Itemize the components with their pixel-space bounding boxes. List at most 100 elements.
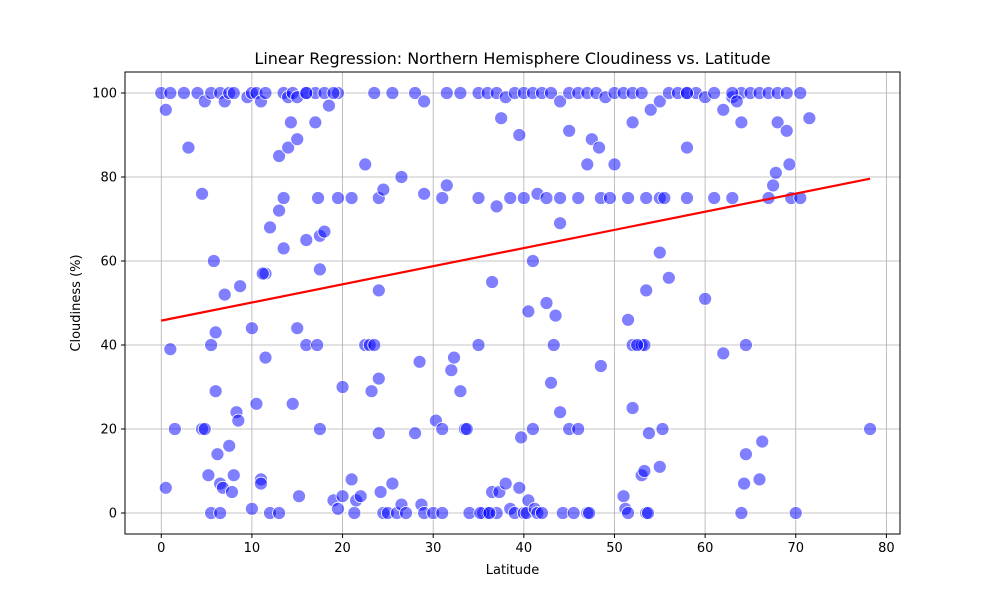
- data-point: [258, 86, 273, 100]
- data-point: [782, 157, 797, 172]
- data-point: [539, 191, 554, 205]
- data-point: [283, 115, 298, 130]
- data-point: [625, 115, 640, 130]
- data-point: [371, 371, 386, 386]
- data-point: [630, 338, 645, 352]
- data-point: [639, 283, 654, 298]
- data-point: [637, 464, 652, 478]
- plot-frame: [124, 71, 901, 535]
- data-point: [539, 296, 554, 310]
- data-point: [471, 338, 486, 352]
- data-point: [770, 115, 785, 130]
- data-point: [755, 434, 770, 449]
- data-point: [272, 506, 286, 520]
- y-tick-label: 40: [100, 339, 117, 354]
- x-tick-label: 20: [334, 541, 351, 556]
- data-point: [163, 86, 178, 100]
- data-point: [276, 241, 291, 256]
- data-point: [603, 191, 617, 205]
- data-point: [276, 191, 291, 205]
- data-point: [725, 191, 740, 205]
- data-point: [258, 350, 273, 365]
- data-point: [512, 480, 527, 495]
- data-point: [394, 170, 409, 184]
- data-point: [311, 191, 325, 205]
- data-point: [385, 86, 400, 100]
- data-point: [553, 94, 567, 109]
- data-point: [317, 224, 332, 239]
- data-point: [621, 506, 635, 520]
- data-point: [312, 262, 327, 277]
- data-point: [371, 283, 386, 298]
- data-point: [793, 86, 808, 100]
- data-point: [729, 94, 744, 109]
- data-point: [272, 203, 286, 218]
- data-point: [167, 422, 182, 436]
- data-point: [562, 123, 577, 138]
- data-point: [249, 396, 264, 411]
- data-point: [435, 191, 450, 205]
- data-point: [299, 233, 314, 247]
- data-point: [292, 489, 306, 504]
- data-point: [498, 476, 513, 491]
- data-point: [208, 325, 223, 340]
- y-tick-label: 0: [109, 507, 117, 522]
- data-point: [254, 476, 268, 491]
- data-point: [408, 426, 422, 441]
- data-point: [863, 422, 877, 436]
- data-point: [652, 94, 667, 109]
- data-point: [734, 506, 749, 520]
- data-point: [621, 191, 635, 205]
- y-tick-label: 20: [100, 423, 117, 438]
- data-point: [580, 157, 595, 172]
- data-point: [752, 472, 767, 487]
- data-point: [652, 459, 667, 474]
- x-tick-label: 30: [425, 541, 442, 556]
- data-point: [255, 266, 270, 281]
- data-point: [582, 506, 596, 520]
- data-point: [779, 123, 794, 138]
- x-axis-label: Latitude: [486, 563, 540, 578]
- data-point: [439, 178, 454, 193]
- data-point: [642, 426, 656, 441]
- data-point: [716, 346, 731, 361]
- points-layer: [154, 86, 877, 520]
- data-point: [739, 447, 753, 462]
- y-tick-label: 100: [92, 87, 117, 102]
- data-point: [707, 191, 722, 205]
- data-point: [707, 86, 722, 100]
- data-point: [459, 422, 474, 436]
- data-point: [793, 191, 808, 205]
- data-point: [621, 312, 635, 327]
- data-point: [607, 157, 622, 172]
- data-point: [494, 111, 509, 126]
- data-point: [485, 275, 500, 289]
- data-point: [245, 321, 259, 336]
- regression-line: [161, 177, 871, 322]
- data-point: [680, 140, 694, 155]
- data-point: [616, 489, 631, 504]
- y-axis-label: Cloudiness (%): [69, 254, 84, 351]
- ticks-layer: 0 10 20 30 40 50 60 70 80 0 20 40 60 80 100: [92, 87, 895, 557]
- data-point: [226, 468, 241, 483]
- data-point: [661, 270, 676, 285]
- x-tick-label: 60: [697, 541, 714, 556]
- data-point: [680, 86, 694, 100]
- data-point: [364, 384, 379, 399]
- data-point: [521, 304, 536, 319]
- data-point: [447, 350, 461, 365]
- data-point: [308, 115, 323, 130]
- data-point: [489, 199, 504, 214]
- data-point: [634, 86, 649, 100]
- data-point: [417, 186, 432, 201]
- data-point: [535, 506, 549, 520]
- data-point: [312, 422, 327, 436]
- x-tick-label: 80: [878, 541, 895, 556]
- data-point: [592, 140, 606, 155]
- data-point: [210, 447, 225, 462]
- data-point: [453, 86, 468, 100]
- data-point: [698, 291, 713, 306]
- data-point: [652, 245, 667, 260]
- data-point: [222, 438, 237, 453]
